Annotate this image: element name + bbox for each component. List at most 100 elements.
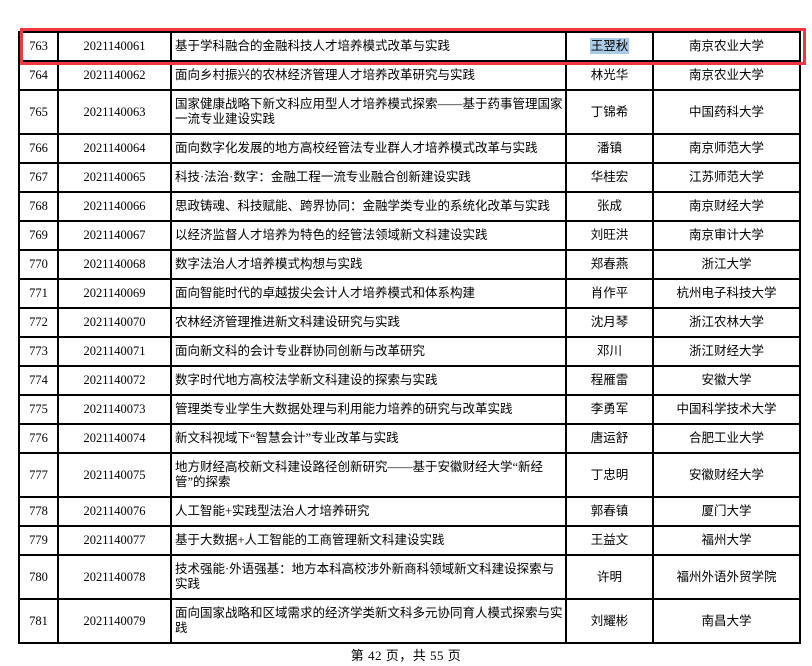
project-title-cell: 面向乡村振兴的农林经济管理人才培养改革研究与实践	[170, 60, 567, 91]
leader-name-cell: 李勇军	[565, 394, 654, 425]
table-row: 775 2021140073 管理类专业学生大数据处理与利用能力培养的研究与改革实践…	[18, 394, 801, 425]
row-number-cell: 779	[18, 525, 59, 556]
leader-name-cell: 王翌秋	[565, 31, 654, 62]
table-row: 777 2021140075 地方财经高校新文科建设路径创新研究——基于安徽财经大学…	[18, 452, 801, 498]
table-row: 768 2021140066 思政铸魂、科技赋能、跨界协同：金融学类专业的系统化改革…	[18, 191, 801, 222]
row-number-cell: 775	[18, 394, 59, 425]
row-number-cell: 765	[18, 89, 59, 135]
row-number-cell: 763	[18, 31, 59, 62]
project-title-cell: 面向国家战略和区域需求的经济学类新文科多元协同育人模式探索与实践	[170, 598, 567, 644]
project-id-cell: 2021140069	[57, 278, 172, 309]
university-cell: 江苏师范大学	[652, 162, 801, 193]
project-id-cell: 2021140066	[57, 191, 172, 222]
table-row: 779 2021140077 基于大数据+人工智能的工商管理新文科建设实践 王益文 福州…	[18, 525, 801, 556]
leader-name-cell: 程雁雷	[565, 365, 654, 396]
leader-name-cell: 王益文	[565, 525, 654, 556]
project-title-cell: 基于大数据+人工智能的工商管理新文科建设实践	[170, 525, 567, 556]
university-cell: 南京财经大学	[652, 191, 801, 222]
project-id-cell: 2021140072	[57, 365, 172, 396]
project-title-cell: 以经济监督人才培养为特色的经管法领域新文科建设实践	[170, 220, 567, 251]
project-title-cell: 思政铸魂、科技赋能、跨界协同：金融学类专业的系统化改革与实践	[170, 191, 567, 222]
university-cell: 中国科学技术大学	[652, 394, 801, 425]
leader-name-cell: 林光华	[565, 60, 654, 91]
project-title-cell: 科技·法治·数字：金融工程一流专业融合创新建设实践	[170, 162, 567, 193]
table-row: 770 2021140068 数字法治人才培养模式构想与实践 郑春燕 浙江大学	[18, 249, 801, 280]
table-row: 776 2021140074 新文科视域下“智慧会计”专业改革与实践 唐运舒 合肥工业大…	[18, 423, 801, 454]
table-row: 769 2021140067 以经济监督人才培养为特色的经管法领域新文科建设实践 刘旺…	[18, 220, 801, 251]
table-row: 763 2021140061 基于学科融合的金融科技人才培养模式改革与实践 王翌秋 南京…	[18, 31, 801, 62]
project-id-cell: 2021140075	[57, 452, 172, 498]
table-row: 774 2021140072 数字时代地方高校法学新文科建设的探索与实践 程雁雷 安徽大…	[18, 365, 801, 396]
table-row: 773 2021140071 面向新文科的会计专业群协同创新与改革研究 邓川 浙江财经大…	[18, 336, 801, 367]
project-title-cell: 数字法治人才培养模式构想与实践	[170, 249, 567, 280]
row-number-cell: 771	[18, 278, 59, 309]
university-cell: 中国药科大学	[652, 89, 801, 135]
leader-name-cell: 郭春镇	[565, 496, 654, 527]
leader-name-cell: 潘镇	[565, 133, 654, 164]
leader-name-cell: 唐运舒	[565, 423, 654, 454]
project-title-cell: 面向新文科的会计专业群协同创新与改革研究	[170, 336, 567, 367]
table-row: 767 2021140065 科技·法治·数字：金融工程一流专业融合创新建设实践 华桂…	[18, 162, 801, 193]
row-number-cell: 776	[18, 423, 59, 454]
leader-name-cell: 刘旺洪	[565, 220, 654, 251]
project-id-cell: 2021140068	[57, 249, 172, 280]
project-id-cell: 2021140063	[57, 89, 172, 135]
row-number-cell: 778	[18, 496, 59, 527]
project-id-cell: 2021140067	[57, 220, 172, 251]
projects-table: 763 2021140061 基于学科融合的金融科技人才培养模式改革与实践 王翌秋 南京…	[18, 31, 801, 644]
table-row: 765 2021140063 国家健康战略下新文科应用型人才培养模式探索——基于药事…	[18, 89, 801, 135]
university-cell: 南京审计大学	[652, 220, 801, 251]
university-cell: 浙江农林大学	[652, 307, 801, 338]
row-number-cell: 780	[18, 554, 59, 600]
project-id-cell: 2021140074	[57, 423, 172, 454]
project-title-cell: 面向数字化发展的地方高校经管法专业群人才培养模式改革与实践	[170, 133, 567, 164]
university-cell: 厦门大学	[652, 496, 801, 527]
project-id-cell: 2021140077	[57, 525, 172, 556]
row-number-cell: 770	[18, 249, 59, 280]
table-row: 771 2021140069 面向智能时代的卓越拔尖会计人才培养模式和体系构建 肖作平…	[18, 278, 801, 309]
leader-name-cell: 刘耀彬	[565, 598, 654, 644]
leader-name-cell: 华桂宏	[565, 162, 654, 193]
row-number-cell: 781	[18, 598, 59, 644]
project-id-cell: 2021140064	[57, 133, 172, 164]
university-cell: 浙江财经大学	[652, 336, 801, 367]
row-number-cell: 767	[18, 162, 59, 193]
university-cell: 南昌大学	[652, 598, 801, 644]
projects-table-body: 763 2021140061 基于学科融合的金融科技人才培养模式改革与实践 王翌秋 南京…	[18, 31, 801, 644]
leader-name-cell: 许明	[565, 554, 654, 600]
row-number-cell: 768	[18, 191, 59, 222]
project-title-cell: 农林经济管理推进新文科建设研究与实践	[170, 307, 567, 338]
project-title-cell: 人工智能+实践型法治人才培养研究	[170, 496, 567, 527]
project-id-cell: 2021140079	[57, 598, 172, 644]
row-number-cell: 777	[18, 452, 59, 498]
project-title-cell: 地方财经高校新文科建设路径创新研究——基于安徽财经大学“新经管”的探索	[170, 452, 567, 498]
university-cell: 福州外语外贸学院	[652, 554, 801, 600]
row-number-cell: 774	[18, 365, 59, 396]
leader-name-cell: 丁忠明	[565, 452, 654, 498]
project-id-cell: 2021140076	[57, 496, 172, 527]
project-title-cell: 新文科视域下“智慧会计”专业改革与实践	[170, 423, 567, 454]
university-cell: 安徽财经大学	[652, 452, 801, 498]
project-id-cell: 2021140071	[57, 336, 172, 367]
table-row: 781 2021140079 面向国家战略和区域需求的经济学类新文科多元协同育人模式…	[18, 598, 801, 644]
table-row: 778 2021140076 人工智能+实践型法治人才培养研究 郭春镇 厦门大学	[18, 496, 801, 527]
project-title-cell: 面向智能时代的卓越拔尖会计人才培养模式和体系构建	[170, 278, 567, 309]
row-number-cell: 773	[18, 336, 59, 367]
project-title-cell: 管理类专业学生大数据处理与利用能力培养的研究与改革实践	[170, 394, 567, 425]
leader-name-cell: 丁锦希	[565, 89, 654, 135]
row-number-cell: 769	[18, 220, 59, 251]
project-id-cell: 2021140065	[57, 162, 172, 193]
table-row: 772 2021140070 农林经济管理推进新文科建设研究与实践 沈月琴 浙江农林大学	[18, 307, 801, 338]
project-title-cell: 数字时代地方高校法学新文科建设的探索与实践	[170, 365, 567, 396]
university-cell: 南京农业大学	[652, 60, 801, 91]
leader-name-cell: 肖作平	[565, 278, 654, 309]
university-cell: 安徽大学	[652, 365, 801, 396]
project-title-cell: 技术强能·外语强基：地方本科高校涉外新商科领域新文科建设探索与实践	[170, 554, 567, 600]
leader-name-cell: 沈月琴	[565, 307, 654, 338]
table-row: 764 2021140062 面向乡村振兴的农林经济管理人才培养改革研究与实践 林光华…	[18, 60, 801, 91]
row-number-cell: 764	[18, 60, 59, 91]
university-cell: 南京农业大学	[652, 31, 801, 62]
project-id-cell: 2021140061	[57, 31, 172, 62]
selected-text[interactable]: 王翌秋	[589, 38, 630, 54]
